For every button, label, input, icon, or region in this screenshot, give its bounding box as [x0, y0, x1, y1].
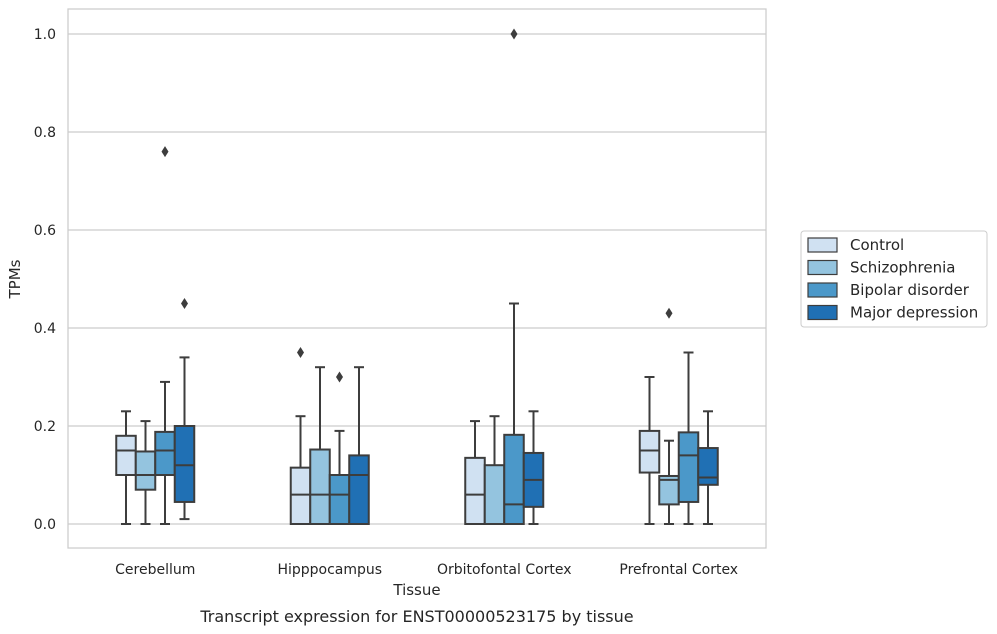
box-major-depression — [522, 410, 545, 525]
y-axis-label: TPMs — [6, 259, 24, 299]
legend-items: Control Schizophrenia Bipolar disorder Majo… — [807, 236, 978, 322]
outlier-point — [161, 146, 169, 158]
y-tick-label: 0.0 — [34, 517, 56, 533]
box-iqr — [289, 466, 312, 525]
box-iqr — [464, 456, 486, 526]
legend: Control Schizophrenia Bipolar disorder Majo… — [800, 230, 988, 328]
boxes — [115, 28, 719, 526]
box-iqr — [309, 448, 331, 525]
outlier-point — [510, 28, 518, 40]
chart-caption: Transcript expression for ENST0000052317… — [199, 607, 633, 626]
box-iqr — [638, 429, 661, 474]
x-tick-label: Orbitofontal Cortex — [437, 562, 572, 578]
x-axis-label: Tissue — [392, 581, 440, 599]
outlier-point — [665, 307, 673, 319]
x-tick-label: Hipppocampus — [277, 562, 382, 578]
legend-label: Control — [850, 236, 904, 254]
y-tick-label: 0.4 — [34, 321, 56, 337]
box-major-depression — [348, 366, 370, 525]
legend-swatch — [807, 259, 838, 276]
y-tick-label: 0.2 — [34, 419, 56, 435]
box-iqr — [115, 434, 137, 476]
box-iqr — [328, 474, 351, 525]
box-schizophrenia — [134, 420, 157, 525]
outlier-point — [181, 298, 188, 309]
y-tick-label: 1.0 — [34, 27, 56, 43]
box-schizophrenia — [658, 307, 680, 525]
legend-swatch — [807, 304, 838, 321]
box-bipolar-disorder — [677, 351, 700, 525]
outlier-point — [336, 371, 343, 383]
box-major-depression — [697, 410, 719, 525]
outlier-point — [297, 347, 304, 358]
box-iqr — [483, 464, 506, 526]
box-control — [115, 410, 137, 525]
box-iqr — [173, 425, 196, 503]
legend-label: Bipolar disorder — [850, 281, 970, 299]
box-major-depression — [173, 298, 196, 521]
y-axis-ticks: 0.0 0.2 0.4 0.6 0.8 1.0 — [34, 27, 56, 533]
box-iqr — [697, 447, 719, 486]
box-iqr — [134, 450, 157, 491]
legend-label: Major depression — [850, 304, 978, 322]
x-axis-ticks: Cerebellum Hipppocampus Orbitofontal Corte… — [115, 562, 738, 578]
legend-frame — [800, 230, 988, 328]
box-iqr — [348, 454, 370, 525]
x-tick-label: Cerebellum — [115, 562, 195, 578]
legend-label: Schizophrenia — [850, 259, 955, 277]
plot-area — [67, 8, 767, 549]
x-tick-label: Prefrontal Cortex — [619, 562, 738, 578]
y-tick-label: 0.8 — [34, 125, 56, 141]
box-schizophrenia — [483, 415, 506, 526]
box-iqr — [677, 431, 700, 503]
box-bipolar-disorder — [154, 146, 176, 525]
box-control — [464, 420, 486, 526]
box-control — [289, 347, 312, 525]
y-tick-label: 0.6 — [34, 223, 56, 239]
legend-swatch — [807, 237, 838, 253]
box-bipolar-disorder — [503, 28, 525, 526]
box-iqr — [154, 430, 176, 477]
box-control — [638, 376, 661, 525]
box-schizophrenia — [309, 366, 331, 525]
box-iqr — [503, 433, 525, 526]
legend-swatch — [807, 282, 838, 298]
box-bipolar-disorder — [328, 371, 351, 525]
